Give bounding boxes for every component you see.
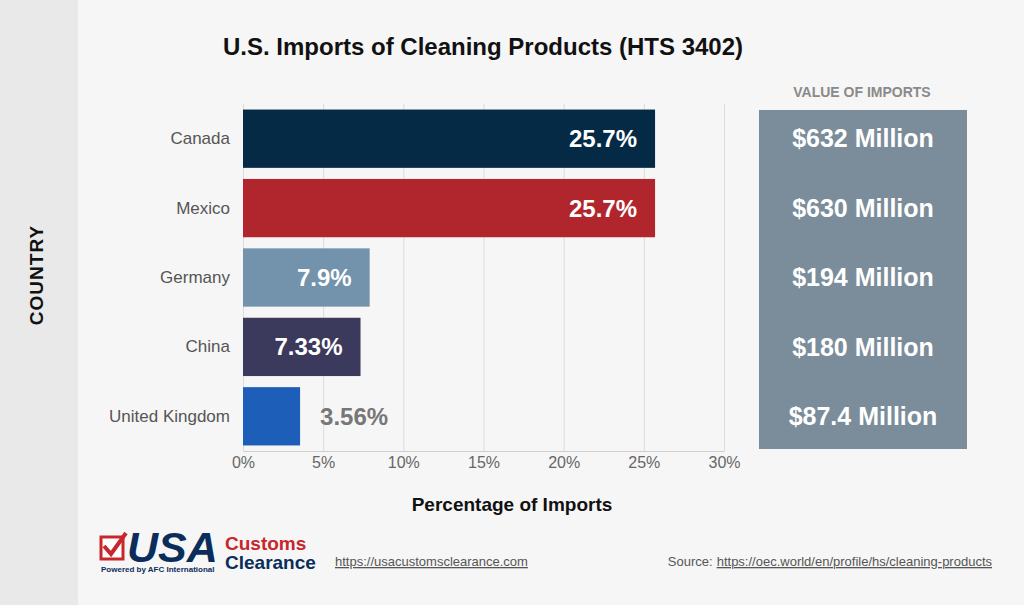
x-axis-title: Percentage of Imports: [412, 494, 613, 515]
website: https://usacustomsclearance.com: [335, 554, 528, 569]
import-value: $194 Million: [792, 263, 934, 291]
background: [0, 0, 1024, 605]
import-value: $87.4 Million: [789, 402, 938, 430]
logo-text: Customs: [225, 533, 306, 554]
data-label: 3.56%: [320, 403, 388, 430]
y-tick: China: [186, 337, 231, 356]
data-label: 25.7%: [569, 125, 637, 152]
data-label: 7.9%: [297, 264, 352, 291]
data-label: 25.7%: [569, 195, 637, 222]
logo-text: USA: [127, 523, 218, 571]
import-value: $632 Million: [792, 124, 934, 152]
x-tick: 30%: [708, 104, 740, 471]
bar: [243, 110, 655, 168]
y-tick-label: Germany: [160, 268, 230, 287]
panel-title: VALUE OF IMPORTS: [793, 84, 930, 100]
x-tick-label: 10%: [388, 454, 420, 471]
title: U.S. Imports of Cleaning Products (HTS 3…: [223, 33, 743, 60]
source-label: Source:: [668, 554, 713, 569]
y-tick-label: United Kingdom: [109, 407, 230, 426]
footer: USA CustomsClearance Powered by AFC Intern…: [101, 523, 992, 574]
y-tick-label: Canada: [170, 129, 230, 148]
bar: [243, 387, 300, 445]
bars: [243, 110, 655, 446]
import-value: $180 Million: [792, 333, 934, 361]
bar: [243, 179, 655, 237]
y-tick: Mexico: [176, 199, 230, 218]
import-value: $630 Million: [792, 194, 934, 222]
y-tick: Canada: [170, 129, 230, 148]
y-tick-label: China: [186, 337, 231, 356]
x-tick-label: 0%: [232, 454, 255, 471]
x-axis: 0% 5% 10% 15% 20% 25% 30%: [232, 104, 741, 471]
logo-tagline: Powered by AFC International: [101, 565, 215, 574]
x-tick-label: 25%: [628, 454, 660, 471]
chart: U.S. Imports of Cleaning Products (HTS 3…: [0, 0, 1024, 605]
y-tick: Germany: [160, 268, 230, 287]
panel-values: $632 Million $630 Million $194 Million $180…: [789, 124, 938, 430]
data-labels: 25.7% 25.7% 7.9% 7.33% 3.56%: [274, 125, 637, 430]
data-label: 7.33%: [274, 333, 342, 360]
source-url: https://oec.world/en/profile/hs/cleaning…: [717, 554, 993, 569]
y-axis-title: COUNTRY: [26, 225, 47, 325]
x-tick-label: 30%: [708, 454, 740, 471]
x-tick-label: 20%: [548, 454, 580, 471]
grid-line: [724, 104, 725, 451]
x-tick-label: 15%: [468, 454, 500, 471]
y-tick: United Kingdom: [109, 407, 230, 426]
side-strip: [0, 0, 78, 605]
panel: [759, 110, 967, 449]
y-tick-label: Mexico: [176, 199, 230, 218]
bar: [243, 248, 370, 306]
logo-text: Clearance: [225, 552, 316, 573]
x-axis-line: [244, 451, 725, 452]
y-axis: Canada Mexico Germany China United Kingdom: [109, 129, 231, 426]
logo-check: [104, 533, 126, 554]
x-tick-label: 5%: [312, 454, 335, 471]
bar: [243, 318, 361, 376]
